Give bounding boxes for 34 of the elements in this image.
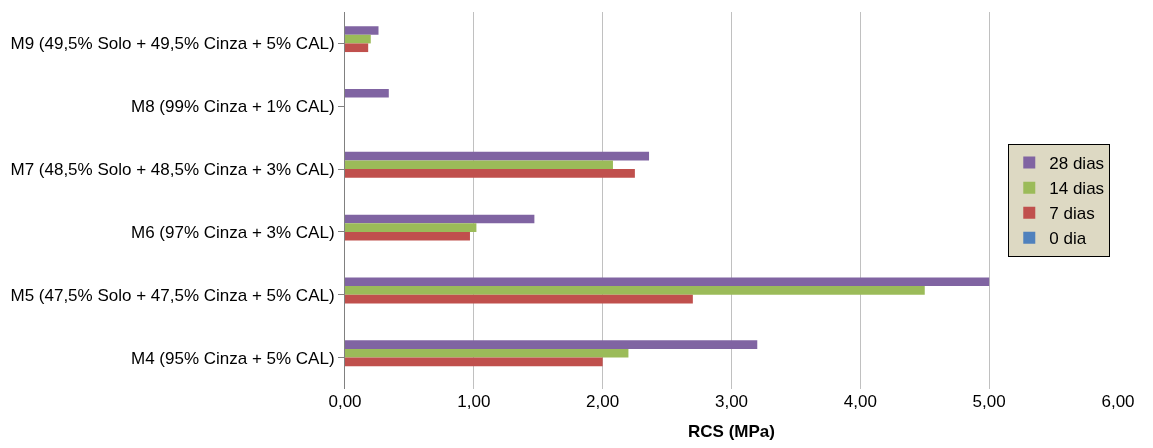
legend-label: 14 dias [1049,179,1105,199]
bar [345,169,635,178]
y-tick-label: M9 (49,5% Solo + 49,5% Cinza + 5% CAL) [10,34,335,54]
bar [345,223,477,232]
legend-label: 0 dia [1049,229,1087,249]
bar [345,214,535,224]
y-tick-label: M7 (48,5% Solo + 48,5% Cinza + 3% CAL) [10,160,335,180]
bar [345,160,613,170]
x-axis-title: RCS (MPa) [688,422,775,442]
y-tick-label: M6 (97% Cinza + 3% CAL) [130,222,335,242]
bar [345,88,389,98]
bar [345,231,470,241]
bar [345,357,603,367]
bar [345,34,371,44]
x-tick-label: 2,00 [586,392,620,411]
y-tick-label: M4 (95% Cinza + 5% CAL) [130,348,335,368]
x-tick-label: 0,00 [328,392,362,411]
bar [345,340,758,349]
legend-label: 7 dias [1049,204,1095,224]
x-tick-label: 3,00 [714,392,749,411]
y-tick-label: M8 (99% Cinza + 1% CAL) [130,97,335,117]
bar [345,43,369,53]
x-tick-label: 1,00 [457,392,491,411]
bar [345,26,379,35]
x-tick-label: 5,00 [972,392,1006,411]
bar [345,294,693,304]
bar [345,348,629,358]
x-tick-label: 4,00 [843,392,877,411]
bar [345,277,990,287]
x-tick-label: 6,00 [1101,392,1135,411]
bar [345,286,925,295]
legend-label: 28 dias [1049,154,1105,174]
y-tick-label: M5 (47,5% Solo + 47,5% Cinza + 5% CAL) [10,285,335,305]
bar [345,151,650,161]
